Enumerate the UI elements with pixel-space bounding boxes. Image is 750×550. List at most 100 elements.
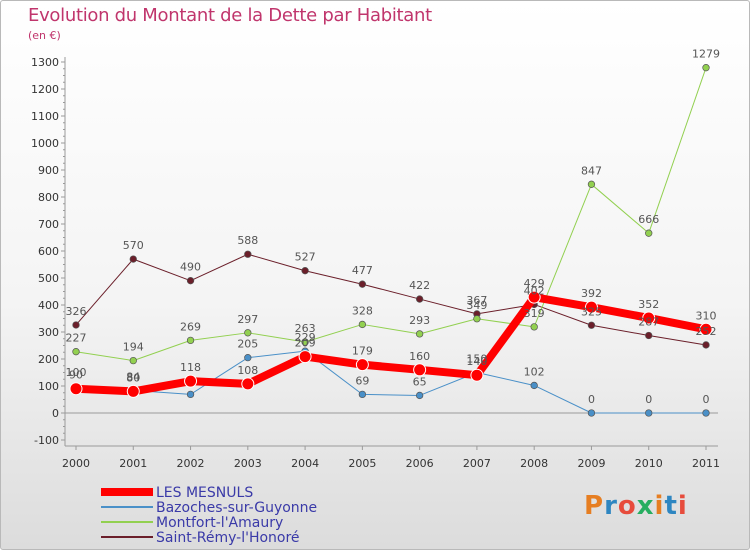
data-point bbox=[72, 348, 80, 356]
data-label: 102 bbox=[524, 365, 545, 378]
data-point bbox=[244, 329, 252, 337]
y-tick-label: 1200 bbox=[31, 83, 59, 96]
data-label: 0 bbox=[588, 393, 595, 406]
data-label: 84 bbox=[126, 370, 140, 383]
data-label: 310 bbox=[696, 309, 717, 322]
x-tick-label: 2004 bbox=[291, 457, 319, 470]
data-label: 325 bbox=[581, 305, 602, 318]
data-point bbox=[72, 321, 80, 329]
data-label: 588 bbox=[237, 234, 258, 247]
logo-letter: t bbox=[664, 491, 678, 521]
data-point bbox=[584, 300, 598, 314]
logo-letter: i bbox=[677, 491, 688, 521]
legend-label: Bazoches-sur-Guyonne bbox=[156, 500, 317, 516]
data-point bbox=[184, 374, 198, 388]
data-label: 69 bbox=[355, 374, 369, 387]
data-label: 392 bbox=[581, 287, 602, 300]
data-point bbox=[186, 390, 195, 399]
data-label: 140 bbox=[466, 355, 487, 368]
data-label: 527 bbox=[295, 251, 316, 264]
data-label: 349 bbox=[466, 299, 487, 312]
series-line bbox=[75, 253, 707, 346]
data-point bbox=[415, 391, 424, 400]
data-label: 1279 bbox=[692, 48, 720, 61]
data-label: 326 bbox=[66, 305, 87, 318]
x-tick-label: 2007 bbox=[463, 457, 491, 470]
data-point bbox=[241, 377, 255, 391]
data-point bbox=[355, 358, 369, 372]
x-tick-label: 2008 bbox=[520, 457, 548, 470]
logo-letter: i bbox=[654, 491, 665, 521]
data-point bbox=[129, 255, 137, 263]
x-tick-label: 2009 bbox=[577, 457, 605, 470]
x-tick-label: 2003 bbox=[234, 457, 262, 470]
y-tick-label: 1000 bbox=[31, 137, 59, 150]
data-point bbox=[415, 295, 424, 303]
data-label: 328 bbox=[352, 304, 373, 317]
data-label: 319 bbox=[524, 307, 545, 320]
data-label: 429 bbox=[524, 277, 545, 290]
data-point bbox=[358, 320, 367, 329]
y-tick-label: 200 bbox=[38, 353, 59, 366]
data-point bbox=[413, 363, 427, 377]
data-point bbox=[301, 338, 309, 346]
y-tick-label: 700 bbox=[38, 218, 59, 231]
y-tick-label: 1100 bbox=[31, 110, 59, 123]
data-point bbox=[699, 322, 713, 336]
data-label: 269 bbox=[180, 320, 201, 333]
data-point bbox=[298, 350, 312, 364]
chart-title: Evolution du Montant de la Dette par Hab… bbox=[28, 5, 432, 26]
data-label: 570 bbox=[123, 239, 144, 252]
data-label: 287 bbox=[638, 316, 659, 329]
data-point bbox=[587, 180, 596, 188]
data-point bbox=[358, 390, 367, 399]
data-label: 160 bbox=[409, 350, 430, 363]
data-label: 352 bbox=[638, 298, 659, 311]
y-tick-label: -100 bbox=[34, 434, 59, 447]
data-point bbox=[126, 384, 140, 398]
y-tick-label: 100 bbox=[38, 380, 59, 393]
data-label: 80 bbox=[126, 371, 140, 384]
data-label: 0 bbox=[703, 393, 710, 406]
logo-letter: x bbox=[636, 491, 655, 521]
logo-letter: r bbox=[604, 491, 618, 521]
data-label: 293 bbox=[409, 314, 430, 327]
data-label: 477 bbox=[352, 264, 373, 277]
data-point bbox=[645, 331, 653, 340]
data-label: 252 bbox=[696, 325, 717, 338]
x-tick-label: 2000 bbox=[62, 457, 90, 470]
data-point bbox=[702, 409, 710, 417]
data-point bbox=[415, 330, 424, 338]
data-point bbox=[186, 336, 195, 345]
y-tick-label: 300 bbox=[38, 326, 59, 339]
data-label: 229 bbox=[295, 331, 316, 344]
data-label: 367 bbox=[466, 294, 487, 307]
y-tick-label: 600 bbox=[38, 245, 59, 258]
data-label: 209 bbox=[295, 337, 316, 350]
y-tick-label: 1300 bbox=[31, 56, 59, 69]
legend-label: Saint-Rémy-l'Honoré bbox=[156, 530, 300, 546]
data-point bbox=[587, 409, 596, 417]
data-point bbox=[530, 323, 538, 331]
data-label: 100 bbox=[66, 366, 87, 379]
data-label: 65 bbox=[413, 375, 427, 388]
data-point bbox=[129, 356, 137, 365]
proxiti-logo: Proxiti bbox=[584, 491, 688, 521]
data-label: 666 bbox=[638, 213, 659, 226]
logo-letter: P bbox=[584, 491, 605, 521]
data-point bbox=[69, 382, 83, 396]
data-point bbox=[186, 277, 195, 285]
data-point bbox=[702, 64, 710, 72]
legend-label: Montfort-l'Amaury bbox=[156, 515, 283, 531]
series-line bbox=[75, 293, 707, 396]
logo-letter: o bbox=[617, 491, 637, 521]
data-point bbox=[301, 267, 309, 275]
x-tick-label: 2006 bbox=[406, 457, 434, 470]
data-label: 90 bbox=[69, 369, 83, 382]
x-tick-label: 2001 bbox=[119, 457, 147, 470]
data-point bbox=[645, 409, 653, 417]
data-label: 179 bbox=[352, 345, 373, 358]
data-label: 108 bbox=[237, 364, 258, 377]
data-point bbox=[244, 250, 252, 258]
